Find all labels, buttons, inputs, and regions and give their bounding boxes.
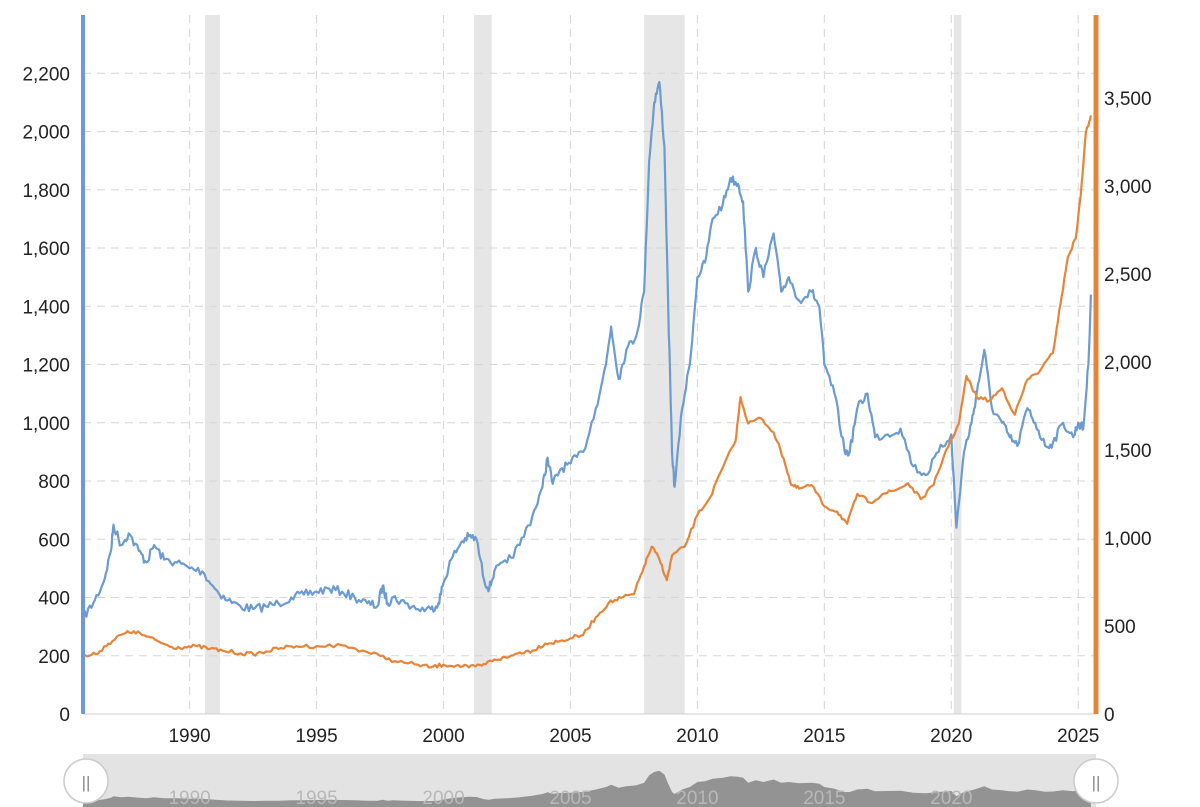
navigator-tick-label: 2010 xyxy=(676,788,718,807)
navigator-tick-label: 2000 xyxy=(422,788,464,807)
navigator-tick-label: 1990 xyxy=(168,788,210,807)
y-right-tick-label: 500 xyxy=(1104,617,1136,638)
y-left-tick-label: 600 xyxy=(38,530,70,551)
navigator-tick-label: 2005 xyxy=(549,788,591,807)
x-tick-label: 2015 xyxy=(803,726,845,747)
navigator-tick-label: 1995 xyxy=(295,788,337,807)
y-left-tick-label: 1,000 xyxy=(22,414,70,435)
y-right-tick-label: 3,500 xyxy=(1104,89,1152,110)
navigator-left-handle-grip: || xyxy=(82,773,91,792)
y-left-tick-label: 1,400 xyxy=(22,297,70,318)
y-left-tick-label: 800 xyxy=(38,472,70,493)
navigator-area xyxy=(83,770,1091,807)
y-left-tick-label: 400 xyxy=(38,589,70,610)
navigator-tick-label: 2015 xyxy=(803,788,845,807)
x-tick-label: 2020 xyxy=(930,726,972,747)
x-tick-label: 2010 xyxy=(676,726,718,747)
y-left-tick-label: 200 xyxy=(38,647,70,668)
x-axis-ticks: 1990 1995 2000 2005 2010 2015 2020 2025 xyxy=(168,726,1099,747)
series-line-left xyxy=(81,80,1092,619)
y-right-tick-label: 1,500 xyxy=(1104,441,1152,462)
y-left-tick-label: 2,200 xyxy=(22,64,70,85)
y-right-tick-label: 2,500 xyxy=(1104,265,1152,286)
navigator-right-handle-grip: || xyxy=(1092,773,1101,792)
y-left-tick-label: 0 xyxy=(59,705,70,726)
y-right-tick-label: 2,000 xyxy=(1104,353,1152,374)
gridlines xyxy=(83,15,1096,715)
range-navigator[interactable]: 1990 1995 2000 2005 2010 2015 2020 || || xyxy=(63,754,1119,807)
y-left-tick-label: 1,200 xyxy=(22,356,70,377)
y-left-tick-label: 1,600 xyxy=(22,239,70,260)
series-line-right xyxy=(82,115,1092,669)
right-axis-ticks: 0 500 1,000 1,500 2,000 2,500 3,000 3,500 xyxy=(1104,89,1152,726)
x-tick-label: 1995 xyxy=(295,726,337,747)
navigator-right-handle[interactable] xyxy=(1073,758,1119,804)
y-right-tick-label: 0 xyxy=(1104,705,1115,726)
x-tick-label: 2000 xyxy=(422,726,464,747)
recession-bands xyxy=(204,15,962,714)
navigator-tick-label: 2020 xyxy=(930,788,972,807)
series-lines xyxy=(81,80,1092,669)
x-tick-label: 2005 xyxy=(549,726,591,747)
y-left-tick-label: 2,000 xyxy=(22,123,70,144)
x-tick-label: 2025 xyxy=(1057,726,1099,747)
left-axis-ticks: 0 200 400 600 800 1,000 1,200 1,400 1,600 1,800 2,… xyxy=(22,64,70,726)
y-right-tick-label: 3,000 xyxy=(1104,177,1152,198)
y-right-tick-label: 1,000 xyxy=(1104,529,1152,550)
x-tick-label: 1990 xyxy=(168,726,210,747)
y-left-tick-label: 1,800 xyxy=(22,181,70,202)
navigator-left-handle[interactable] xyxy=(63,758,109,804)
